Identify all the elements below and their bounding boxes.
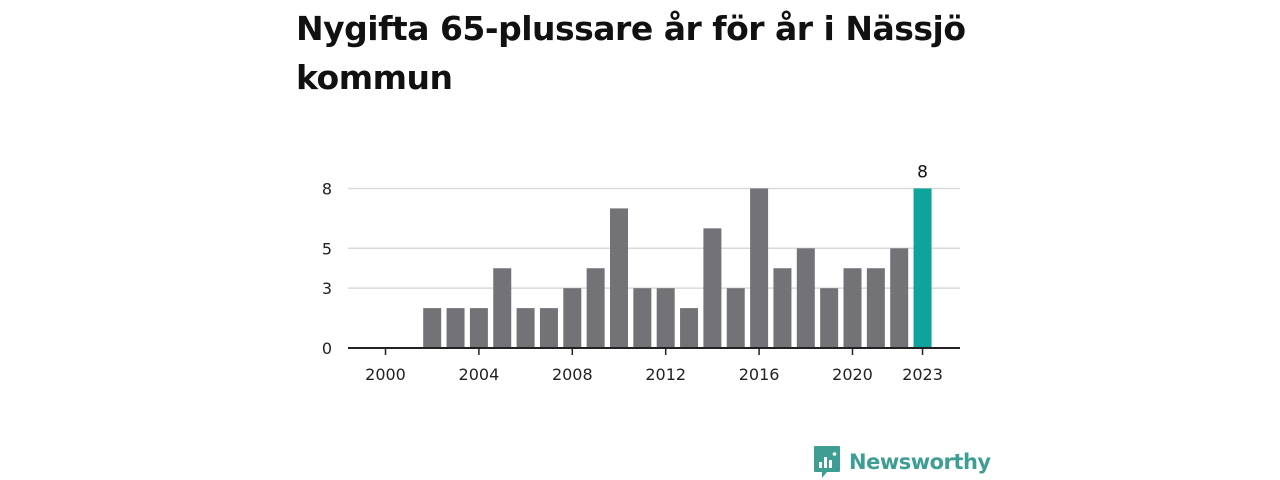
- newsworthy-logo-icon: [814, 446, 840, 478]
- x-tick-label: 2016: [739, 365, 780, 384]
- bar-2017: [773, 268, 792, 348]
- y-tick-label: 3: [322, 279, 332, 298]
- x-tick-label: 2023: [902, 365, 943, 384]
- x-tick-label: 2008: [552, 365, 593, 384]
- bar-2004: [469, 308, 488, 348]
- y-axis-labels: 0 3 5 8: [322, 179, 332, 358]
- bar-2019: [820, 288, 839, 348]
- bar-2006: [516, 308, 535, 348]
- x-tick-label: 2004: [459, 365, 500, 384]
- bar-2015: [726, 288, 745, 348]
- bar-2005: [493, 268, 512, 348]
- bar-2002: [423, 308, 442, 348]
- bar-2012: [656, 288, 675, 348]
- bar-2014: [703, 228, 722, 348]
- bar-2018: [796, 248, 815, 348]
- brand-name: Newsworthy: [849, 450, 991, 474]
- bar-2007: [539, 308, 558, 348]
- bar-2016: [750, 188, 769, 348]
- y-tick-label: 0: [322, 339, 332, 358]
- bars: [423, 188, 932, 348]
- bar-2009: [586, 268, 605, 348]
- bar-2022: [890, 248, 909, 348]
- x-axis: 2000 2004 2008 2012 2016 2020 2023: [348, 347, 960, 384]
- bar-2021: [866, 268, 885, 348]
- x-tick-label: 2012: [645, 365, 686, 384]
- bar-2003: [446, 308, 465, 348]
- bar-2010: [610, 208, 628, 348]
- y-tick-label: 8: [322, 179, 332, 198]
- bar-2008: [563, 288, 582, 348]
- x-tick-label: 2020: [832, 365, 873, 384]
- bar-2020: [843, 268, 862, 348]
- newsworthy-brand: Newsworthy: [813, 445, 991, 479]
- bar-2011: [633, 288, 652, 348]
- data-labels: 8: [917, 162, 928, 182]
- y-tick-label: 5: [322, 239, 332, 258]
- data-label-2023: 8: [917, 162, 928, 182]
- bar-2023: [913, 188, 932, 348]
- bar-2013: [680, 308, 699, 348]
- chart-title: Nygifta 65-plussare år för år i Nässjö k…: [296, 9, 966, 97]
- x-tick-label: 2000: [365, 365, 406, 384]
